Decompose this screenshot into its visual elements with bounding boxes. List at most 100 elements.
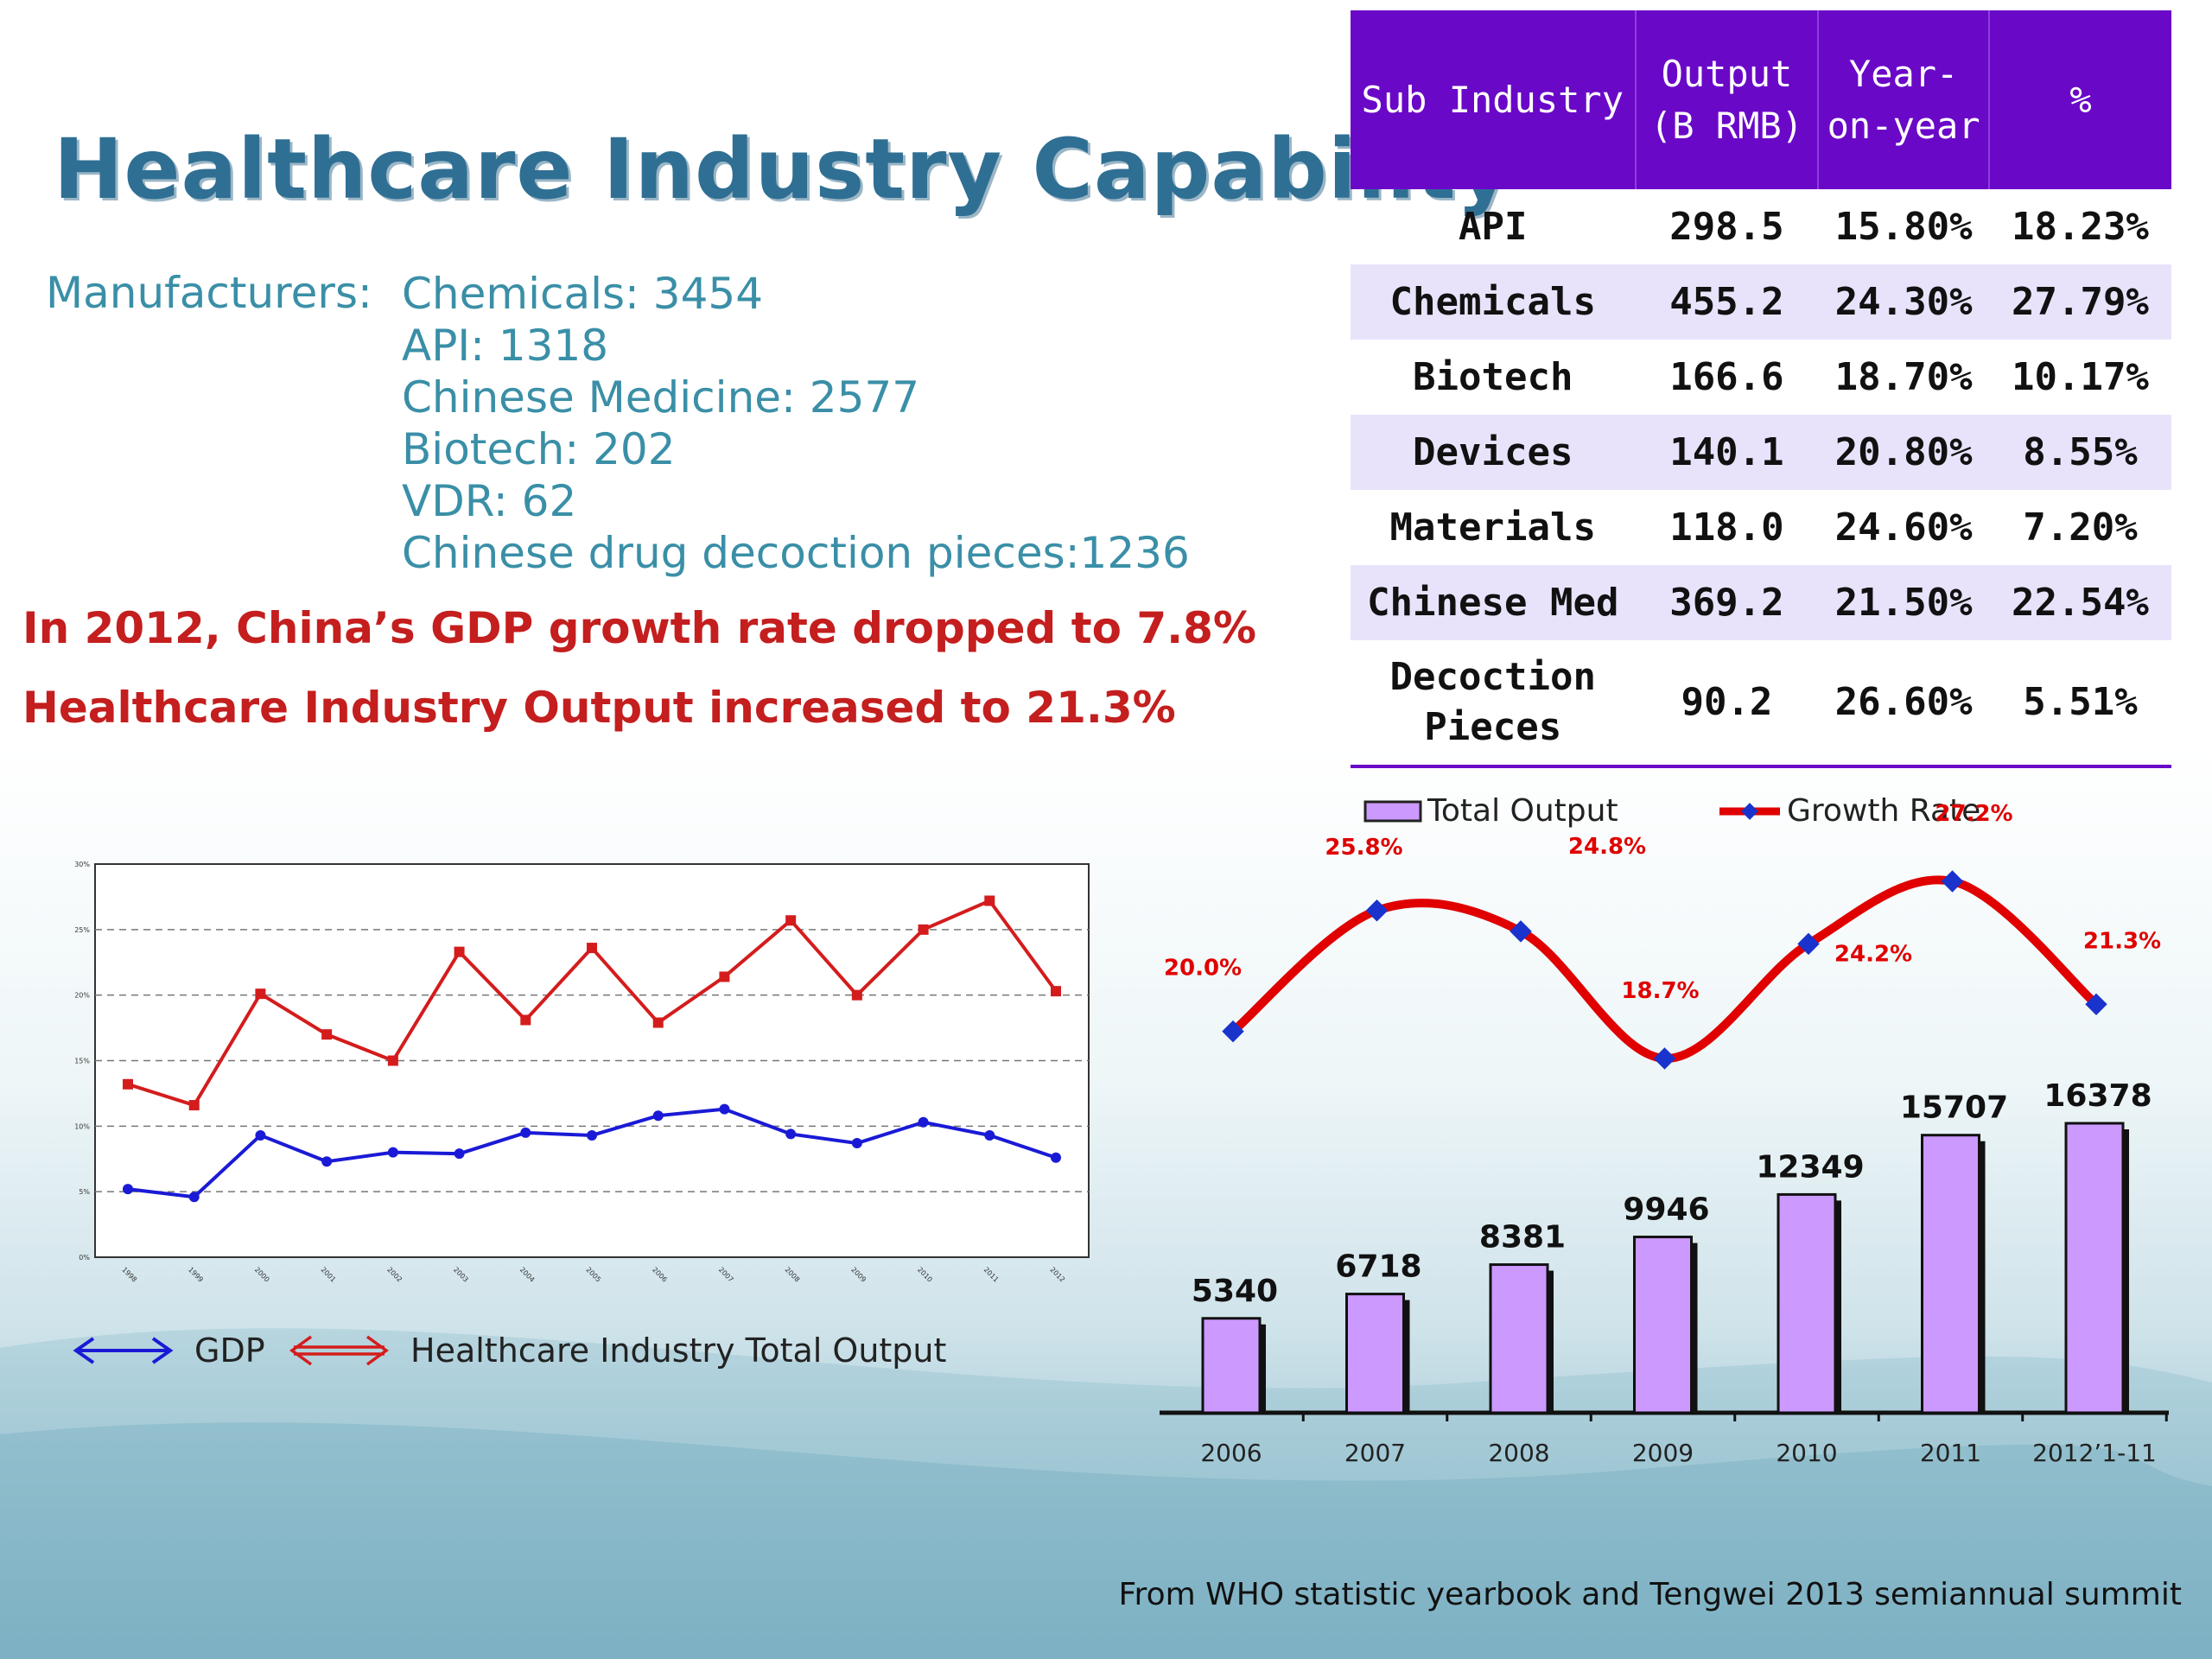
x-tick-label: 2008 [784,1266,802,1284]
growth-rate-label: 20.0% [1164,956,1242,982]
bar-value-label: 5340 [1192,1274,1278,1309]
manufacturers-label: Manufacturers: [46,268,372,318]
growth-rate-label: 25.8% [1325,835,1402,861]
data-point-healthcare-output [587,943,597,954]
growth-rate-label: 21.3% [2083,928,2161,954]
gdp-highlight: In 2012, China’s GDP growth rate dropped… [22,603,1257,653]
x-tick-label: 2009 [849,1266,868,1284]
y-tick-label: 0% [79,1254,90,1262]
data-point-healthcare-output [387,1055,398,1066]
x-tick-label: 2001 [320,1266,338,1284]
bar-value-label: 9946 [1623,1192,1709,1228]
cell-yoy: 24.30% [1818,264,1989,340]
sub-industry-table: Sub Industry Output (B RMB) Year-on-year… [1351,10,2171,768]
bar [1921,1134,1980,1414]
table-row: Devices 140.1 20.80% 8.55% [1351,415,2171,490]
y-tick-label: 20% [74,992,90,1000]
bar-value-label: 6718 [1335,1249,1421,1285]
table-row: Materials 118.0 24.60% 7.20% [1351,490,2171,565]
x-tick-label: 2012’1-11 [2032,1439,2157,1467]
bar-value-label: 16378 [2044,1078,2152,1114]
data-point-gdp [652,1110,664,1122]
x-tick-label: 2010 [1776,1439,1837,1467]
growth-rate-label: 24.2% [1834,941,1912,967]
cell-yoy: 20.80% [1818,415,1989,490]
x-tick-label: 2006 [1200,1439,1262,1467]
x-tick-label: 2011 [1920,1439,1981,1467]
data-point-healthcare-output [984,895,995,906]
y-tick-label: 10% [74,1122,90,1130]
growth-rate-marker [1653,1047,1676,1070]
cell-yoy: 21.50% [1818,565,1989,640]
data-point-healthcare-output [918,924,929,935]
x-tick-label: 2009 [1632,1439,1694,1467]
cell-output: 166.6 [1669,355,1784,399]
cell-percent: 27.79% [1988,264,2171,340]
data-point-healthcare-output [255,988,266,1000]
bar [1345,1293,1405,1414]
bar [1633,1236,1693,1414]
legend-growth-marker [1741,803,1758,820]
table-row: Chinese Med 369.2 21.50% 22.54% [1351,565,2171,640]
cell-percent: 18.23% [2011,205,2149,249]
data-point-healthcare-output [454,946,465,957]
data-point-gdp [454,1148,465,1160]
cell-output: 369.2 [1635,565,1819,640]
table-header-row: Sub Industry Output (B RMB) Year-on-year… [1351,10,2171,189]
y-tick-label: 15% [74,1058,90,1065]
data-point-healthcare-output [1051,986,1061,997]
page-title: Healthcare Industry Capability [54,121,1512,218]
output-highlight: Healthcare Industry Output increased to … [22,683,1176,733]
data-point-gdp [785,1128,797,1140]
cell-sub-industry: Decoction Pieces [1351,640,1636,768]
cell-yoy: 15.80% [1834,205,1973,249]
cell-percent: 7.20% [2023,505,2138,550]
cell-output: 298.5 [1669,205,1784,249]
bar-value-label: 8381 [1479,1220,1566,1255]
data-point-gdp [587,1129,597,1141]
growth-rate-label: 18.7% [1621,978,1699,1004]
x-tick-label: 2005 [584,1266,602,1284]
cell-percent: 22.54% [1988,565,2171,640]
growth-rate-label: 27.2% [1935,801,2012,827]
data-point-healthcare-output [520,1014,531,1026]
x-tick-label: 2012 [1048,1266,1066,1284]
source-note: From WHO statistic yearbook and Tengwei … [1118,1577,2182,1612]
legend-gdp-arrow-icon [73,1337,174,1364]
legend-total-output-label: Total Output [1427,793,1618,829]
cell-percent: 5.51% [1988,640,2171,768]
x-tick-label: 2002 [385,1266,404,1284]
x-tick-label: 2003 [452,1266,470,1284]
col-header-yoy: Year-on-year [1818,10,1990,189]
data-point-healthcare-output [785,915,797,926]
data-point-healthcare-output [652,1017,664,1028]
legend-healthcare-arrow-icon [289,1335,389,1366]
data-point-gdp [387,1147,398,1158]
cell-yoy: 26.60% [1818,640,1989,768]
data-point-gdp [1051,1152,1061,1163]
data-point-gdp [123,1184,133,1195]
table-row: Biotech 166.6 18.70% 10.17% [1351,340,2171,415]
data-point-gdp [719,1103,730,1115]
cell-yoy: 24.60% [1834,505,1973,550]
manufacturer-item: VDR: 62 [402,476,577,526]
gdp-vs-output-chart: 0% 5% 10% 15% 20% 25% 30% 1998 1999 2000 2001 2002 2… [73,861,1090,1370]
cell-yoy: 18.70% [1834,355,1973,399]
data-point-gdp [984,1129,995,1141]
bar [1201,1317,1262,1414]
data-point-gdp [851,1138,862,1149]
bar [1489,1263,1549,1414]
total-output-growth-chart: Total Output Growth Rate 2006 2007 2008 2009 2… [1160,793,2169,1467]
table-row: Decoction Pieces 90.2 26.60% 5.51% [1351,640,2171,768]
cell-sub-industry: Biotech [1413,355,1573,399]
data-point-healthcare-output [851,989,862,1001]
data-point-healthcare-output [188,1100,200,1111]
x-tick-label: 2006 [651,1266,669,1284]
cell-sub-industry: Chinese Med [1351,565,1636,640]
x-tick-label: 2007 [1344,1439,1406,1467]
data-point-gdp [188,1192,200,1203]
data-point-gdp [321,1156,333,1167]
legend-growth-label: Growth Rate [1787,793,1980,829]
growth-rate-marker [1941,870,1964,893]
manufacturer-item: Biotech: 202 [402,424,676,474]
